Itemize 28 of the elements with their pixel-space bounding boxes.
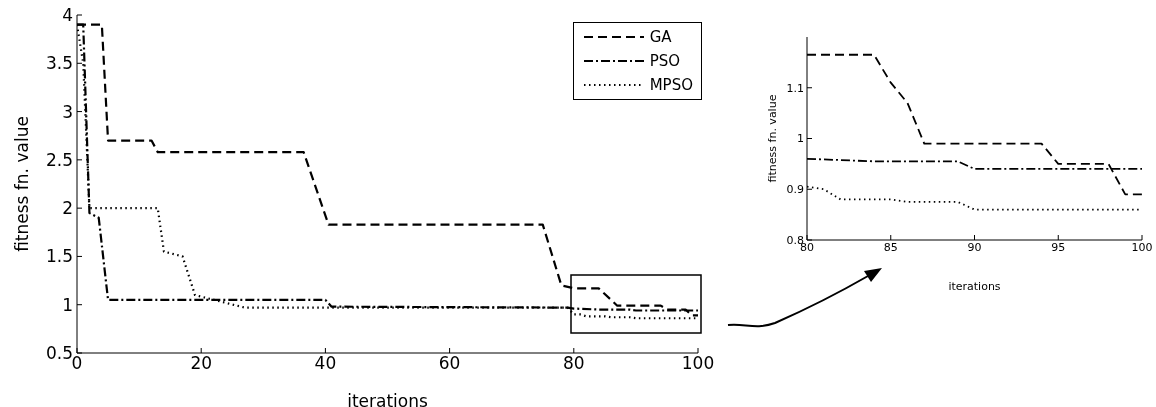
x-tick-label: 0 bbox=[71, 353, 83, 374]
x-tick-label: 40 bbox=[314, 353, 337, 374]
x-tick-label: 80 bbox=[562, 353, 585, 374]
x-tick-label: 20 bbox=[190, 353, 213, 374]
y-tick-label: 1.1 bbox=[786, 81, 804, 95]
legend-label: PSO bbox=[649, 52, 681, 70]
y-tick-label: 1.5 bbox=[45, 246, 73, 267]
x-tick-label: 60 bbox=[438, 353, 461, 374]
legend-label: MPSO bbox=[649, 76, 693, 94]
x-tick-label: 90 bbox=[967, 240, 982, 254]
y-tick-label: 1 bbox=[62, 294, 73, 315]
x-tick-label: 100 bbox=[681, 353, 715, 374]
x-tick-label: 100 bbox=[1131, 240, 1153, 254]
y-tick-label: 4 bbox=[62, 5, 73, 26]
legend-label: GA bbox=[649, 28, 672, 46]
x-tick-label: 85 bbox=[883, 240, 898, 254]
y-tick-label: 1 bbox=[797, 132, 804, 146]
x-tick-label: 95 bbox=[1051, 240, 1066, 254]
x-axis-title: iterations bbox=[347, 391, 428, 407]
y-tick-label: 0.9 bbox=[786, 183, 804, 197]
y-tick-label: 2 bbox=[62, 198, 73, 219]
y-tick-label: 0.5 bbox=[45, 343, 73, 364]
y-axis-title: fitness fn. value bbox=[12, 116, 33, 252]
y-tick-label: 3.5 bbox=[45, 53, 73, 74]
y-tick-label: 3 bbox=[62, 101, 73, 122]
x-axis-title: iterations bbox=[948, 280, 1001, 293]
y-tick-label: 2.5 bbox=[45, 149, 73, 170]
y-axis-title: fitness fn. value bbox=[765, 94, 779, 183]
